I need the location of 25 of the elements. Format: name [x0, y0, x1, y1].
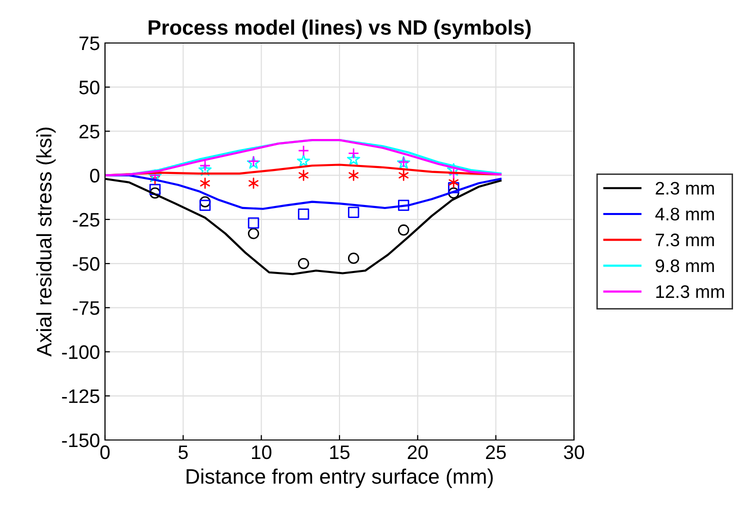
x-tick-label: 30 [564, 445, 584, 460]
legend-label: 4.8 mm [655, 208, 714, 220]
legend-label: 2.3 mm [656, 182, 714, 195]
x-tick-label: 5 [178, 446, 188, 460]
y-tick-label: -75 [72, 301, 100, 315]
y-tick-label: 75 [80, 36, 100, 50]
y-tick-label: -100 [62, 345, 100, 360]
legend-label: 9.8 mm [656, 259, 714, 272]
legend-label: 12.3 mm [656, 285, 724, 298]
x-tick-label: 0 [100, 445, 110, 460]
x-tick-label: 10 [252, 445, 272, 460]
y-axis-title: Axial residual stress (ksi) [36, 128, 56, 357]
x-tick-label: 25 [486, 445, 506, 460]
x-tick-label: 15 [330, 446, 350, 460]
y-tick-label: -25 [72, 212, 100, 227]
x-axis-title: Distance from entry surface (mm) [186, 468, 493, 488]
y-tick-label: -150 [62, 433, 100, 448]
y-tick-label: -125 [62, 389, 100, 404]
y-tick-label: 50 [79, 80, 100, 94]
chart-title: Process model (lines) vs ND (symbols) [148, 20, 531, 39]
y-tick-label: 0 [90, 168, 100, 183]
legend-label: 7.3 mm [656, 234, 714, 246]
x-tick-label: 20 [408, 445, 428, 460]
y-tick-label: 25 [79, 124, 100, 138]
y-tick-label: -50 [72, 257, 100, 271]
